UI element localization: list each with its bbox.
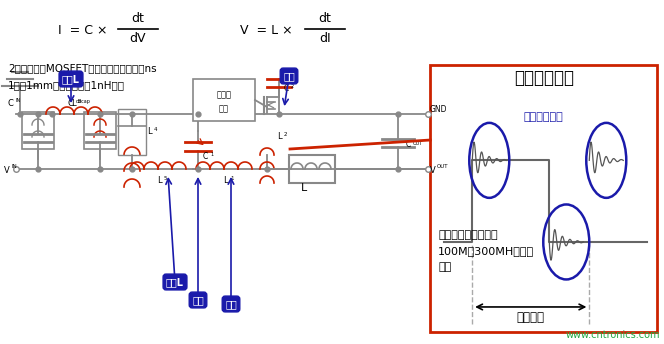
Text: V: V	[4, 166, 10, 175]
Text: L: L	[277, 132, 282, 141]
Bar	[22, 112, 54, 149]
Text: V  = L ×: V = L ×	[240, 23, 297, 36]
Text: 3: 3	[78, 99, 82, 104]
Text: 开关噪声成分: 开关噪声成分	[524, 112, 564, 122]
Text: 1: 1	[230, 176, 234, 181]
Text: 2: 2	[284, 132, 288, 137]
Bar	[430, 65, 657, 332]
Text: 布线L: 布线L	[166, 277, 184, 287]
Text: L: L	[301, 183, 307, 193]
Text: www.cntronics.com: www.cntronics.com	[566, 330, 660, 340]
Text: dV: dV	[129, 32, 146, 44]
Text: C: C	[406, 140, 411, 149]
Text: 布线L: 布线L	[62, 74, 80, 84]
Text: IN: IN	[16, 98, 21, 103]
Text: L: L	[147, 127, 151, 136]
Text: OUT: OUT	[437, 164, 448, 169]
Text: 寄生: 寄生	[225, 299, 237, 309]
Text: OUT: OUT	[413, 141, 423, 146]
Text: dt: dt	[319, 11, 331, 24]
Text: dI: dI	[319, 32, 331, 44]
Text: GND: GND	[430, 105, 448, 114]
Text: 2、开关用的MOSFET上升、下降时间为几ns: 2、开关用的MOSFET上升、下降时间为几ns	[8, 63, 157, 73]
Text: L: L	[71, 99, 76, 108]
Text: I  = C ×: I = C ×	[58, 23, 112, 36]
Text: 基波成分: 基波成分	[517, 311, 544, 324]
Text: C: C	[284, 84, 290, 93]
Text: 电路: 电路	[219, 104, 229, 113]
Bar	[289, 155, 335, 183]
Bar	[193, 79, 255, 121]
Text: IN: IN	[11, 164, 17, 169]
Text: 在上升和下降时产生: 在上升和下降时产生	[438, 230, 498, 240]
Text: C: C	[203, 152, 208, 161]
Text: C: C	[68, 99, 74, 108]
Text: decap: decap	[76, 99, 91, 104]
Text: 寄生: 寄生	[283, 71, 295, 81]
Text: L: L	[223, 176, 228, 185]
Text: 振铃: 振铃	[438, 262, 452, 272]
Text: dt: dt	[131, 11, 145, 24]
Text: 5: 5	[164, 176, 167, 181]
Text: 1、每1mm的布线电感为1nH左右: 1、每1mm的布线电感为1nH左右	[8, 80, 125, 90]
Text: V: V	[430, 166, 436, 175]
Bar	[84, 112, 116, 149]
Text: 寄生: 寄生	[192, 295, 204, 305]
Text: C: C	[8, 99, 14, 108]
Text: L: L	[157, 176, 161, 185]
Text: 4: 4	[154, 127, 157, 132]
Bar	[118, 109, 146, 155]
Text: 2: 2	[291, 84, 294, 89]
Text: 1: 1	[210, 152, 213, 157]
Text: 驱动器: 驱动器	[216, 90, 232, 99]
Text: 开关节点波形: 开关节点波形	[514, 69, 574, 87]
Text: 100M～300MH的强烈: 100M～300MH的强烈	[438, 246, 535, 256]
